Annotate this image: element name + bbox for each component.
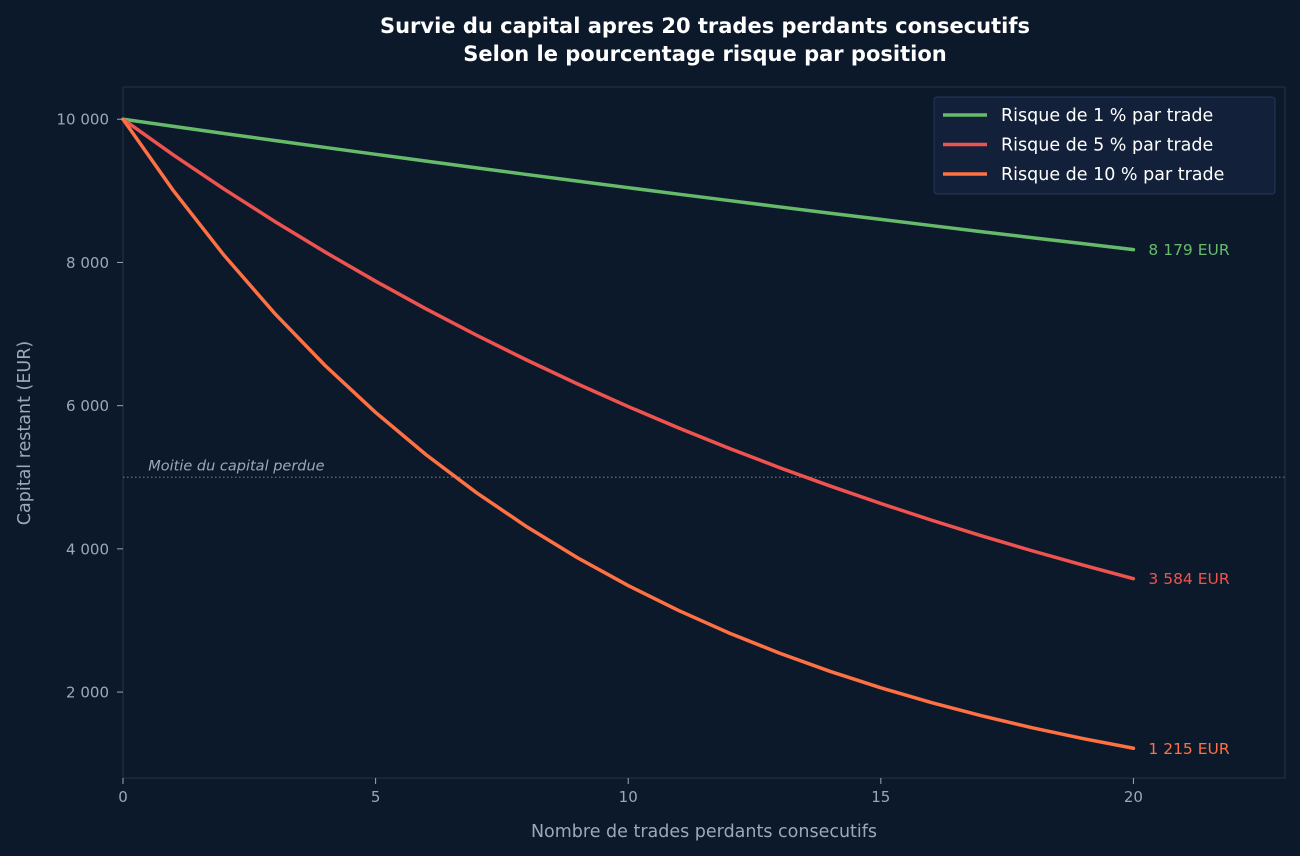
annotation-layer: Moitie du capital perdue	[123, 458, 1285, 478]
chart-title: Survie du capital apres 20 trades perdan…	[380, 14, 1030, 38]
y-tick-label-10000: 10 000	[57, 111, 110, 129]
x-tick-label-15: 15	[871, 788, 890, 806]
series-layer	[121, 117, 1136, 751]
y-tick-label-6000: 6 000	[66, 397, 109, 415]
y-axis-label: Capital restant (EUR)	[15, 341, 35, 525]
series-line-1	[121, 117, 1136, 252]
legend-items: Risque de 1 % par trade Risque de 5 % par…	[943, 106, 1224, 185]
reference-line-label-0: Moitie du capital perdue	[148, 458, 324, 474]
end-label-layer: 8 179 EUR 3 584 EUR 1 215 EUR	[1148, 241, 1229, 758]
y-tick-label-4000: 4 000	[66, 540, 109, 558]
y-tick-label-8000: 8 000	[66, 254, 109, 272]
legend-box	[933, 96, 1276, 195]
series-line-3	[121, 117, 1136, 751]
legend-label-3: Risque de 10 % par trade	[1001, 165, 1224, 185]
chart-subtitle: Selon le pourcentage risque par position	[463, 42, 946, 66]
x-tick-label-20: 20	[1124, 788, 1143, 806]
legend-label-1: Risque de 1 % par trade	[1001, 106, 1213, 126]
end-label-3: 1 215 EUR	[1148, 740, 1229, 758]
x-tick-label-0: 0	[118, 788, 128, 806]
end-label-1: 8 179 EUR	[1148, 241, 1229, 259]
legend-label-2: Risque de 5 % par trade	[1001, 136, 1213, 156]
x-tick-label-5: 5	[371, 788, 381, 806]
legend: Risque de 1 % par trade Risque de 5 % par…	[933, 96, 1276, 195]
x-axis-label: Nombre de trades perdants consecutifs	[531, 822, 877, 842]
series-line-2	[121, 117, 1136, 581]
x-axis-ticks: 0 5 10 15 20	[118, 778, 1143, 806]
y-axis-ticks: 2 000 4 000 6 000 8 000 10 000	[57, 111, 123, 702]
plot-area	[122, 86, 1286, 779]
end-label-2: 3 584 EUR	[1148, 570, 1229, 588]
x-tick-label-10: 10	[619, 788, 638, 806]
y-tick-label-2000: 2 000	[66, 684, 109, 702]
